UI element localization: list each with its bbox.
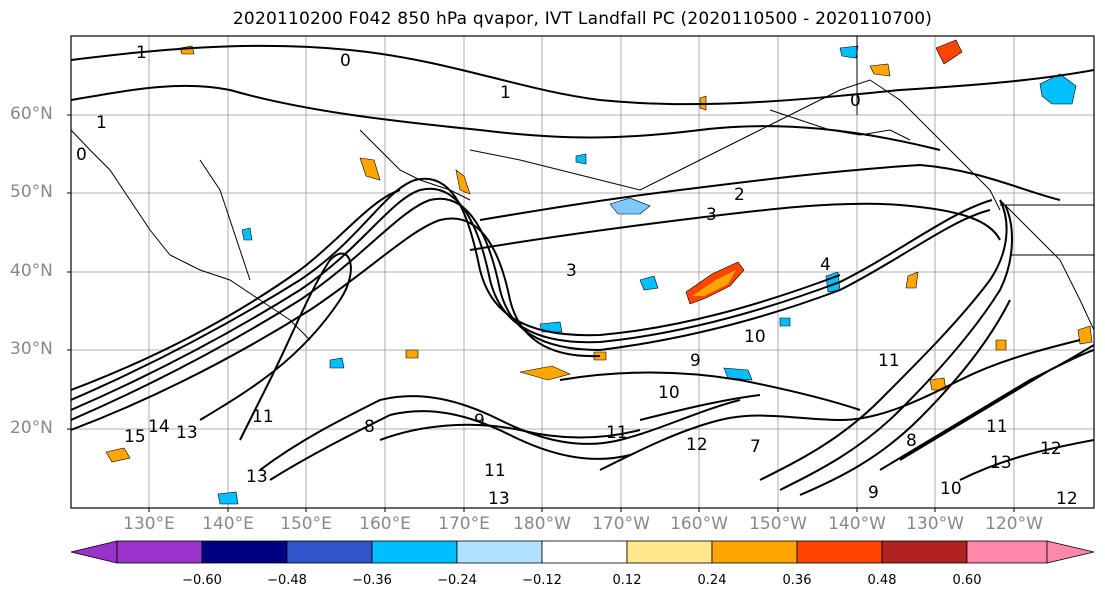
colorbar-segment [456, 540, 543, 564]
contour-label: 0 [76, 145, 87, 165]
ivt-contours [71, 44, 1094, 496]
lat-label: 60°N [10, 104, 53, 124]
colorbar-tick-label: 0.12 [612, 573, 642, 588]
map-title: 2020110200 F042 850 hPa qvapor, IVT Land… [232, 9, 933, 29]
contour-label: 12 [1056, 489, 1078, 509]
colorbar-tick-label: −0.60 [182, 573, 222, 588]
coastlines [71, 36, 1094, 341]
contour-label: 7 [750, 437, 761, 457]
contour-label: 4 [820, 255, 831, 275]
colorbar-tick-label: 0.48 [867, 573, 897, 588]
lat-label: 50°N [10, 182, 53, 202]
colorbar-segment [116, 540, 203, 564]
contour-label: 9 [474, 411, 485, 431]
contour-label: 3 [566, 261, 577, 281]
lon-label: 160°E [359, 514, 411, 534]
contour-label: 10 [744, 327, 766, 347]
contour-label: 8 [364, 417, 375, 437]
lon-label: 160°W [670, 514, 728, 534]
lat-label: 20°N [10, 418, 53, 438]
contour-label: 8 [906, 431, 917, 451]
contour-label: 1 [96, 113, 107, 133]
lon-label: 140°W [828, 514, 886, 534]
colorbar-extend-high [1046, 540, 1095, 564]
lon-label: 130°W [906, 514, 964, 534]
contour-label: 1 [136, 43, 147, 63]
lon-label: 140°E [202, 514, 254, 534]
colorbar-segment [541, 540, 628, 564]
colorbar-tick-label: −0.24 [437, 573, 477, 588]
colorbar-segment [881, 540, 968, 564]
contour-label: 9 [690, 351, 701, 371]
colorbar-segment [371, 540, 458, 564]
contour-label: 3 [706, 205, 717, 225]
contour-label: 11 [606, 423, 628, 443]
lon-label: 120°W [985, 514, 1043, 534]
contour-label: 10 [658, 383, 680, 403]
lat-label: 40°N [10, 261, 53, 281]
colorbar-tick-label: −0.48 [267, 573, 307, 588]
colorbar-segment [286, 540, 373, 564]
contour-label: 14 [148, 417, 170, 437]
contour-label: 11 [878, 351, 900, 371]
contour-label: 13 [176, 423, 198, 443]
gridlines [71, 36, 1094, 508]
colorbar-segment [711, 540, 798, 564]
contour-labels: 1 0 1 0 0 1 2 3 3 4 10 9 14 13 13 11 11 … [76, 43, 1078, 509]
axis-ticks [67, 114, 1015, 512]
colorbar-segment [966, 540, 1048, 564]
colorbar [70, 540, 1095, 564]
colorbar-extend-low [70, 540, 118, 564]
lat-label: 30°N [10, 339, 53, 359]
colorbar-segment [201, 540, 288, 564]
contour-label: 12 [1040, 439, 1062, 459]
colorbar-tick-label: −0.12 [522, 573, 562, 588]
lon-label: 180°W [513, 514, 571, 534]
contour-label: 10 [940, 479, 962, 499]
lon-label: 170°E [438, 514, 490, 534]
contour-label: 15 [124, 427, 146, 447]
contour-label: 13 [246, 467, 268, 487]
contour-label: 0 [340, 51, 351, 71]
contour-label: 2 [734, 185, 745, 205]
colorbar-segment [796, 540, 883, 564]
contour-label: 1 [500, 83, 511, 103]
colorbar-tick-label: 0.60 [952, 573, 982, 588]
colorbar-tick-label: −0.36 [352, 573, 392, 588]
contour-label: 0 [850, 91, 861, 111]
contour-label: 12 [686, 435, 708, 455]
contour-label: 11 [252, 407, 274, 427]
colorbar-tick-label: 0.36 [782, 573, 812, 588]
colorbar-tick-label: 0.24 [697, 573, 727, 588]
lon-label: 150°E [280, 514, 332, 534]
lon-label: 170°W [592, 514, 650, 534]
lon-label: 130°E [123, 514, 175, 534]
colorbar-segment [626, 540, 713, 564]
qvapor-anomaly-patches [105, 39, 1093, 505]
contour-label: 13 [488, 489, 510, 509]
lon-label: 150°W [749, 514, 807, 534]
contour-label: 13 [990, 453, 1012, 473]
contour-label: 11 [986, 417, 1008, 437]
contour-label: 11 [484, 461, 506, 481]
contour-label: 9 [868, 483, 879, 503]
map-panel: 1 0 1 0 0 1 2 3 3 4 10 9 14 13 13 11 11 … [71, 36, 1094, 509]
